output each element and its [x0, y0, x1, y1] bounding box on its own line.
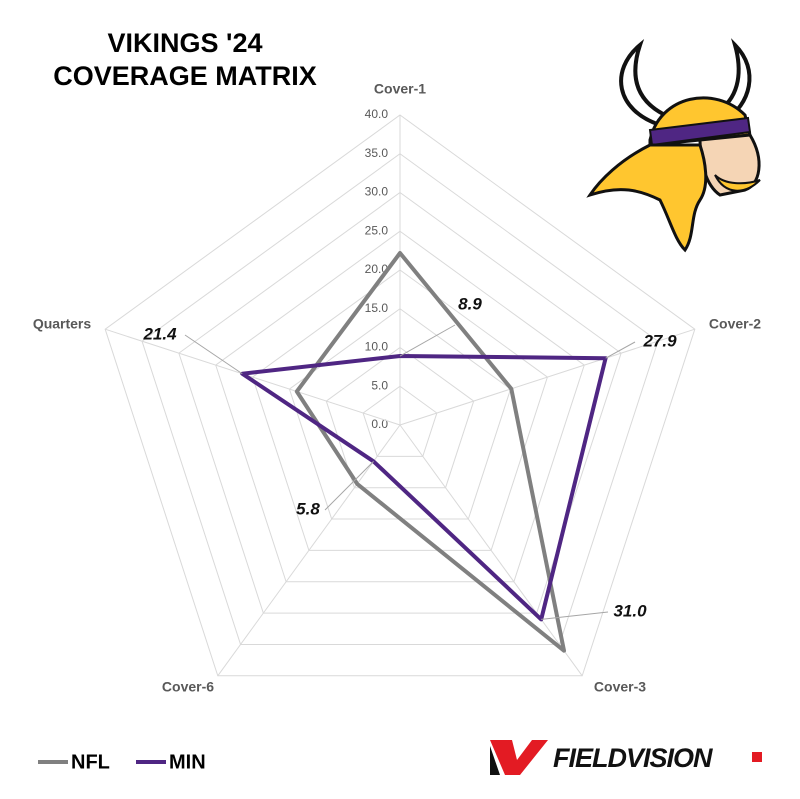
data-label: 27.9 — [642, 331, 677, 350]
grid-line — [104, 114, 696, 677]
series-line — [240, 354, 608, 622]
r-tick-label: 10.0 — [365, 340, 389, 354]
category-label: Cover-3 — [594, 679, 646, 695]
grid-line — [178, 191, 622, 614]
chart-title: VIKINGS '24 — [108, 28, 263, 58]
axis-spoke — [399, 424, 583, 677]
category-label: Quarters — [33, 316, 92, 332]
brand-name: FIELDVISION — [553, 743, 713, 773]
grid-line — [215, 230, 585, 583]
brand-logo: FIELDVISION — [490, 740, 762, 775]
r-tick-label: 40.0 — [365, 107, 389, 121]
legend: NFL MIN — [38, 751, 206, 773]
leader-line — [541, 611, 609, 620]
category-label: Cover-1 — [374, 81, 426, 97]
r-tick-label: 30.0 — [365, 185, 389, 199]
axis-spoke — [399, 328, 695, 426]
r-tick-label: 0.0 — [371, 417, 388, 431]
grid-line — [141, 153, 659, 645]
legend-label: MIN — [169, 751, 206, 773]
brand-mark — [752, 752, 762, 762]
leader-line — [605, 341, 636, 359]
plot-area: 0.0 5.0 10.0 15.0 20.0 25.0 30.0 35.0 40.0 Cover-… — [33, 81, 761, 695]
leader-line — [324, 461, 374, 511]
data-label: 5.8 — [296, 499, 320, 518]
axis-spoke — [105, 328, 401, 426]
r-tick-label: 25.0 — [365, 223, 389, 237]
data-label: 8.9 — [458, 294, 482, 313]
series-line — [294, 251, 566, 653]
grid-line — [362, 385, 438, 457]
r-tick-label: 20.0 — [365, 262, 389, 276]
data-label: 31.0 — [613, 601, 647, 620]
chart-title: COVERAGE MATRIX — [53, 61, 317, 91]
data-label: 21.4 — [142, 324, 177, 343]
team-logo — [586, 38, 761, 253]
r-tick-label: 35.0 — [365, 146, 389, 160]
legend-label: NFL — [71, 751, 110, 773]
category-label: Cover-6 — [162, 679, 214, 695]
category-label: Cover-2 — [709, 316, 761, 332]
leader-line — [184, 334, 243, 375]
leader-line — [399, 324, 456, 357]
r-tick-label: 15.0 — [365, 301, 389, 315]
axis-spoke — [217, 424, 401, 677]
r-tick-label: 5.0 — [371, 378, 388, 392]
